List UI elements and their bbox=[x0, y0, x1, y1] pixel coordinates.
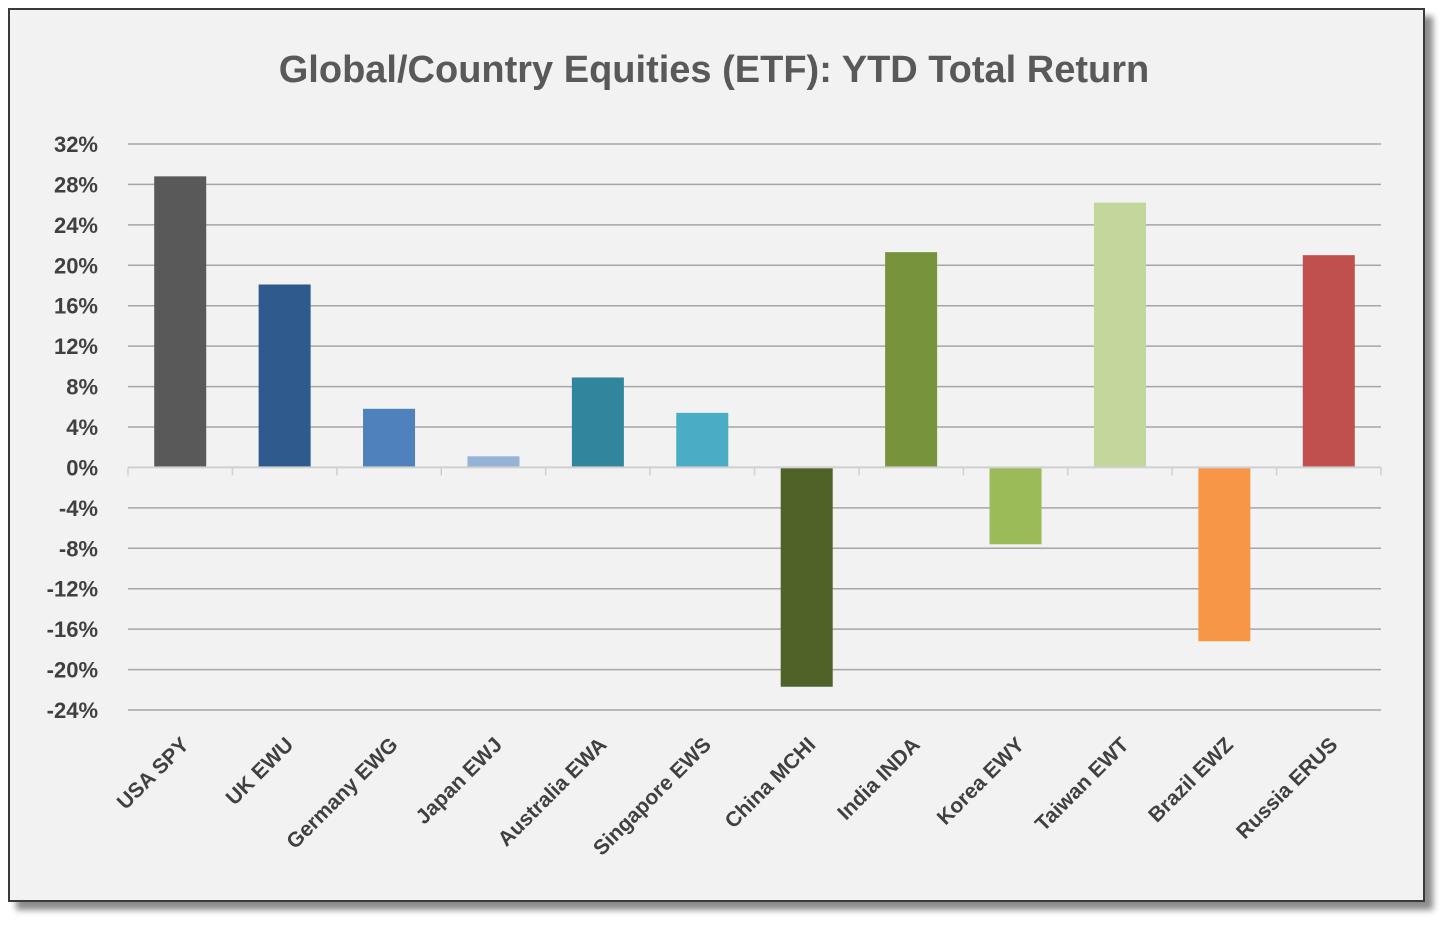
bar-india-inda bbox=[885, 252, 938, 468]
x-tick-label: India INDA bbox=[833, 733, 924, 824]
bar-usa-spy bbox=[154, 176, 207, 468]
chart-title: Global/Country Equities (ETF): YTD Total… bbox=[279, 49, 1149, 91]
y-tick-label: -20% bbox=[47, 658, 98, 683]
y-tick-label: 28% bbox=[54, 172, 98, 197]
x-tick-label: Russia ERUS bbox=[1232, 733, 1342, 843]
y-tick-label: -4% bbox=[59, 496, 98, 521]
x-tick-label: Australia EWA bbox=[494, 733, 612, 851]
bar-korea-ewy bbox=[989, 467, 1042, 545]
y-tick-label: 4% bbox=[66, 415, 98, 440]
x-tick-label: China MCHI bbox=[721, 733, 821, 833]
grid-lines bbox=[128, 143, 1381, 711]
y-tick-label: -8% bbox=[59, 536, 98, 561]
bar-germany-ewg bbox=[363, 408, 416, 468]
y-tick-label: -24% bbox=[47, 698, 98, 723]
bar-russia-erus bbox=[1302, 255, 1355, 468]
bar-japan-ewj bbox=[467, 456, 520, 468]
y-tick-label: -12% bbox=[47, 577, 98, 602]
bar-singapore-ews bbox=[676, 412, 729, 468]
bar-australia-ewa bbox=[571, 377, 624, 468]
y-tick-label: 20% bbox=[54, 253, 98, 278]
x-tick-label: Taiwan EWT bbox=[1031, 733, 1134, 836]
x-tick-label: USA SPY bbox=[113, 733, 194, 814]
x-tick-label: UK EWU bbox=[222, 733, 298, 809]
y-tick-label: 32% bbox=[54, 132, 98, 157]
bar-uk-ewu bbox=[258, 284, 311, 468]
y-tick-label: 0% bbox=[66, 455, 98, 480]
x-tick-label: Germany EWG bbox=[282, 733, 402, 853]
y-tick-label: 16% bbox=[54, 294, 98, 319]
x-tick-label: Japan EWJ bbox=[412, 733, 507, 828]
y-tick-label: 12% bbox=[54, 334, 98, 359]
bar-china-mchi bbox=[780, 467, 833, 687]
y-axis-tick-labels: 32% 28% 24% 20% 16% 12% 8% 4% 0% -4% -8% -12% -16% -2… bbox=[47, 132, 98, 723]
bar-brazil-ewz bbox=[1198, 467, 1251, 642]
bar-taiwan-ewt bbox=[1093, 202, 1146, 468]
bars bbox=[154, 176, 1355, 687]
x-tick-label: Korea EWY bbox=[933, 733, 1029, 829]
y-tick-label: 24% bbox=[54, 213, 98, 238]
x-tick-label: Brazil EWZ bbox=[1144, 733, 1238, 827]
y-tick-label: -16% bbox=[47, 617, 98, 642]
y-tick-label: 8% bbox=[66, 375, 98, 400]
x-axis bbox=[127, 466, 1382, 476]
